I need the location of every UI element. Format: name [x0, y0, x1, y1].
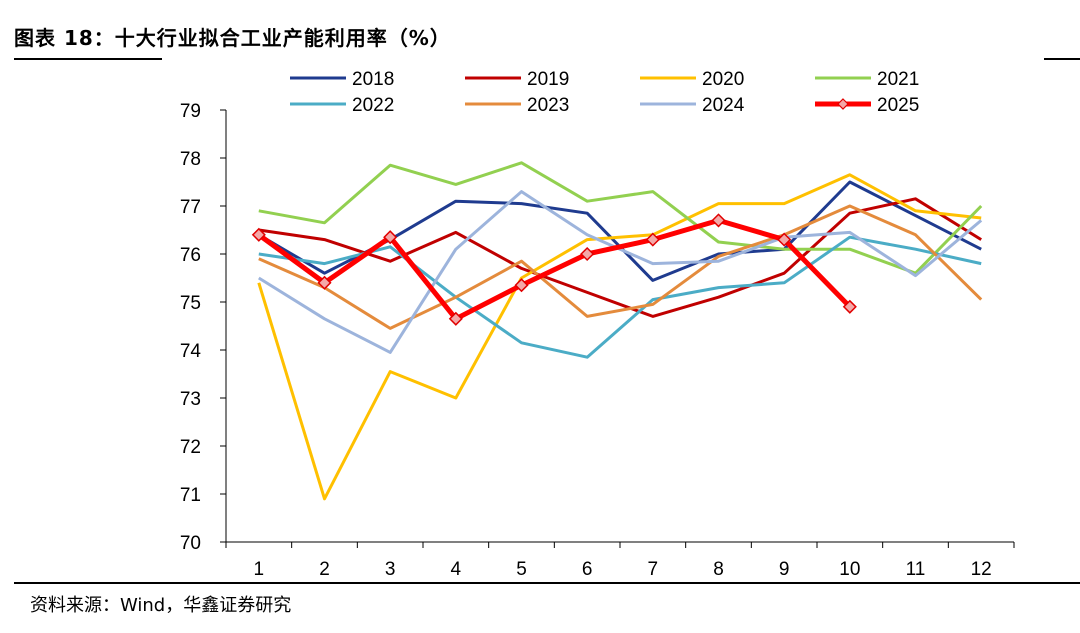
x-tick-label: 9 — [779, 559, 790, 580]
legend-label-2019: 2019 — [527, 69, 569, 90]
title-rule-left — [14, 58, 162, 60]
legend-label-2021: 2021 — [877, 69, 919, 90]
y-tick-label: 76 — [180, 245, 201, 266]
legend-marker-2025 — [837, 98, 849, 110]
x-tick-label: 8 — [713, 559, 724, 580]
data-point-2025 — [842, 299, 857, 314]
legend-label-2024: 2024 — [702, 95, 745, 116]
x-tick-label: 4 — [451, 559, 462, 580]
x-tick-label: 6 — [582, 559, 593, 580]
title-rule-right — [1044, 58, 1080, 60]
x-tick-label: 1 — [254, 559, 265, 580]
data-point-2025 — [645, 232, 660, 247]
series-line-2023 — [258, 204, 983, 330]
series-line-2025 — [257, 217, 852, 322]
series-line-2021 — [258, 161, 983, 275]
x-tick-label: 2 — [319, 559, 330, 580]
source-note: 资料来源：Wind，华鑫证券研究 — [30, 595, 292, 616]
data-point-2025 — [711, 213, 726, 228]
data-point-2025 — [777, 232, 792, 247]
data-point-2025 — [448, 311, 463, 326]
y-tick-label: 77 — [180, 197, 201, 218]
chart-series — [251, 161, 983, 501]
y-tick-label: 73 — [180, 389, 201, 410]
legend-label-2025: 2025 — [877, 95, 919, 116]
y-tick-label: 71 — [180, 485, 201, 506]
y-tick-label: 78 — [180, 149, 201, 170]
chart-legend: 2018 2019 2020 2021 2022 2023 2024 2025 — [290, 69, 919, 116]
x-tick-label: 12 — [971, 559, 992, 580]
x-tick-label: 5 — [516, 559, 527, 580]
x-tick-label: 10 — [839, 559, 860, 580]
legend-label-2023: 2023 — [527, 95, 569, 116]
y-tick-label: 75 — [180, 293, 201, 314]
data-point-2025 — [317, 275, 332, 290]
x-tick-label: 7 — [648, 559, 659, 580]
x-tick-label: 3 — [385, 559, 396, 580]
data-point-2025 — [251, 227, 266, 242]
y-tick-label: 72 — [180, 437, 201, 458]
legend-label-2018: 2018 — [352, 69, 394, 90]
data-point-2025 — [514, 278, 529, 293]
y-tick-label: 70 — [180, 533, 201, 554]
figure-title: 图表 18：十大行业拟合工业产能利用率（%） — [14, 26, 451, 50]
x-tick-label: 11 — [906, 559, 926, 580]
y-tick-label: 74 — [180, 341, 202, 362]
legend-label-2020: 2020 — [702, 69, 744, 90]
series-line-2020 — [257, 173, 982, 501]
legend-label-2022: 2022 — [352, 95, 394, 116]
footer-rule — [14, 582, 1080, 584]
data-point-2025 — [580, 246, 595, 262]
y-tick-label: 79 — [180, 101, 201, 122]
data-point-2025 — [383, 230, 398, 245]
